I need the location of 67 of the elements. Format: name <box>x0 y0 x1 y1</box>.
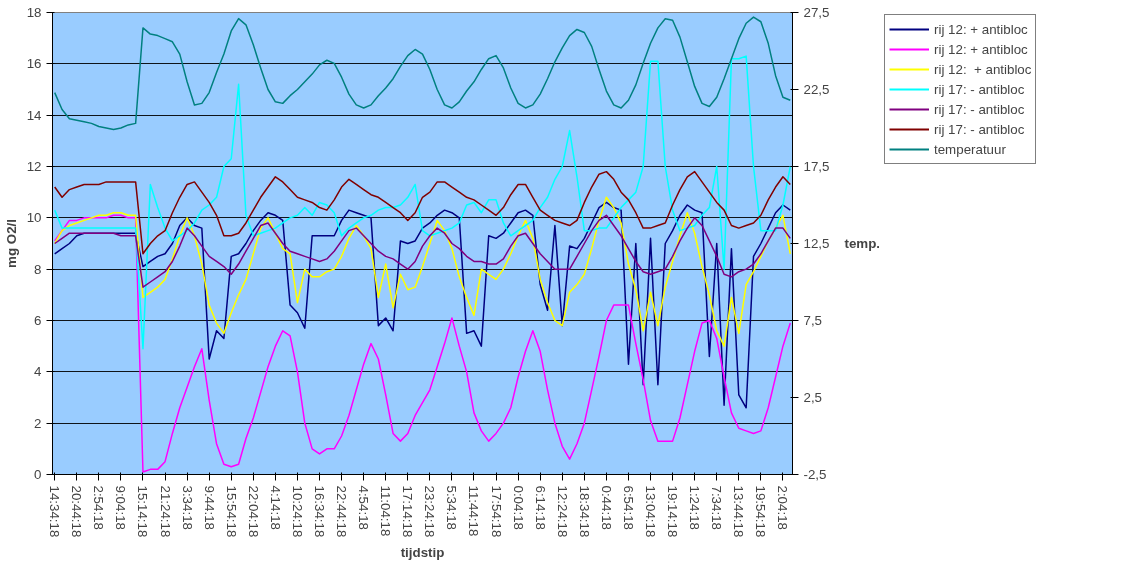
x-tick-label: 22:44:18 <box>334 485 350 538</box>
y2-tick-label: 12,5 <box>803 236 830 251</box>
legend-label: rij 12: + antibloc <box>934 21 1028 37</box>
x-tick-label: 20:44:18 <box>69 485 85 538</box>
x-tick-label: 11:04:18 <box>378 485 394 537</box>
x-tick-label: 0:44:18 <box>598 485 614 530</box>
x-tick-label: 3:34:18 <box>179 485 195 530</box>
x-axis-title: tijdstip <box>400 545 445 561</box>
x-tick-label: 18:34:18 <box>576 485 592 538</box>
y2-tick-label: -2,5 <box>803 467 827 482</box>
x-tick-label: 19:14:18 <box>665 485 681 538</box>
line-series <box>53 16 792 131</box>
x-tick-label: 4:54:18 <box>356 485 372 530</box>
y-tick-label: 8 <box>34 261 42 277</box>
x-tick-label: 13:04:18 <box>643 485 659 538</box>
y2-axis-title: temp. <box>844 236 880 251</box>
x-tick-label: 2:54:18 <box>91 485 107 530</box>
legend-label: rij 17: - antibloc <box>934 121 1025 137</box>
legend-label: rij 12: + antibloc <box>934 61 1032 77</box>
x-tick-label: 13:44:18 <box>731 485 747 538</box>
line-series <box>53 170 792 255</box>
y2-tick-label: 7,5 <box>803 313 823 328</box>
y2-tick-label: 2,5 <box>803 390 823 405</box>
y2-tick-label: 17,5 <box>803 159 830 174</box>
x-tick-label: 9:44:18 <box>201 485 217 530</box>
legend-label: rij 12: + antibloc <box>934 41 1028 57</box>
legend-label: rij 17: - antibloc <box>934 81 1025 97</box>
legend-label: temperatuur <box>934 141 1006 157</box>
y-tick-label: 16 <box>26 56 42 72</box>
x-tick-label: 21:24:18 <box>157 485 173 538</box>
line-series <box>53 201 792 409</box>
x-tick-label: 6:54:18 <box>620 485 636 530</box>
line-series <box>53 196 792 347</box>
x-tick-label: 11:44:18 <box>466 485 482 537</box>
x-tick-label: 7:34:18 <box>709 485 725 530</box>
line-series <box>53 55 792 350</box>
y-tick-label: 12 <box>26 159 42 174</box>
y-tick-label: 2 <box>34 415 42 431</box>
x-tick-label: 10:24:18 <box>289 485 305 538</box>
y-axis-title: mg O2/l <box>3 219 19 268</box>
x-tick-label: 1:24:18 <box>687 485 703 530</box>
x-tick-label: 5:34:18 <box>444 485 460 530</box>
y-tick-label: 6 <box>34 313 42 328</box>
x-tick-label: 12:24:18 <box>554 485 570 538</box>
line-series <box>53 214 792 288</box>
x-tick-label: 22:04:18 <box>245 485 261 538</box>
x-tick-label: 15:14:18 <box>135 485 151 538</box>
x-tick-label: 19:54:18 <box>753 485 769 538</box>
x-tick-label: 17:14:18 <box>400 485 416 538</box>
x-tick-label: 2:04:18 <box>775 485 791 530</box>
y-tick-label: 4 <box>34 364 43 380</box>
y2-tick-label: 27,5 <box>803 5 830 20</box>
x-tick-label: 0:04:18 <box>510 485 526 530</box>
y-tick-label: 18 <box>26 5 42 20</box>
y-tick-label: 10 <box>26 210 42 226</box>
legend-label: rij 17: - antibloc <box>934 101 1025 117</box>
x-tick-label: 23:24:18 <box>422 485 438 538</box>
x-tick-label: 9:04:18 <box>113 485 129 530</box>
x-tick-label: 17:54:18 <box>488 485 504 538</box>
x-tick-label: 15:54:18 <box>223 485 239 538</box>
x-tick-label: 6:14:18 <box>532 485 548 530</box>
y-tick-label: 14 <box>26 107 43 123</box>
x-tick-label: 4:14:18 <box>267 485 283 530</box>
x-tick-label: 16:34:18 <box>312 485 328 538</box>
x-tick-label: 14:34:18 <box>47 485 63 538</box>
y2-tick-label: 22,5 <box>803 82 830 97</box>
y-tick-label: 0 <box>34 467 42 482</box>
